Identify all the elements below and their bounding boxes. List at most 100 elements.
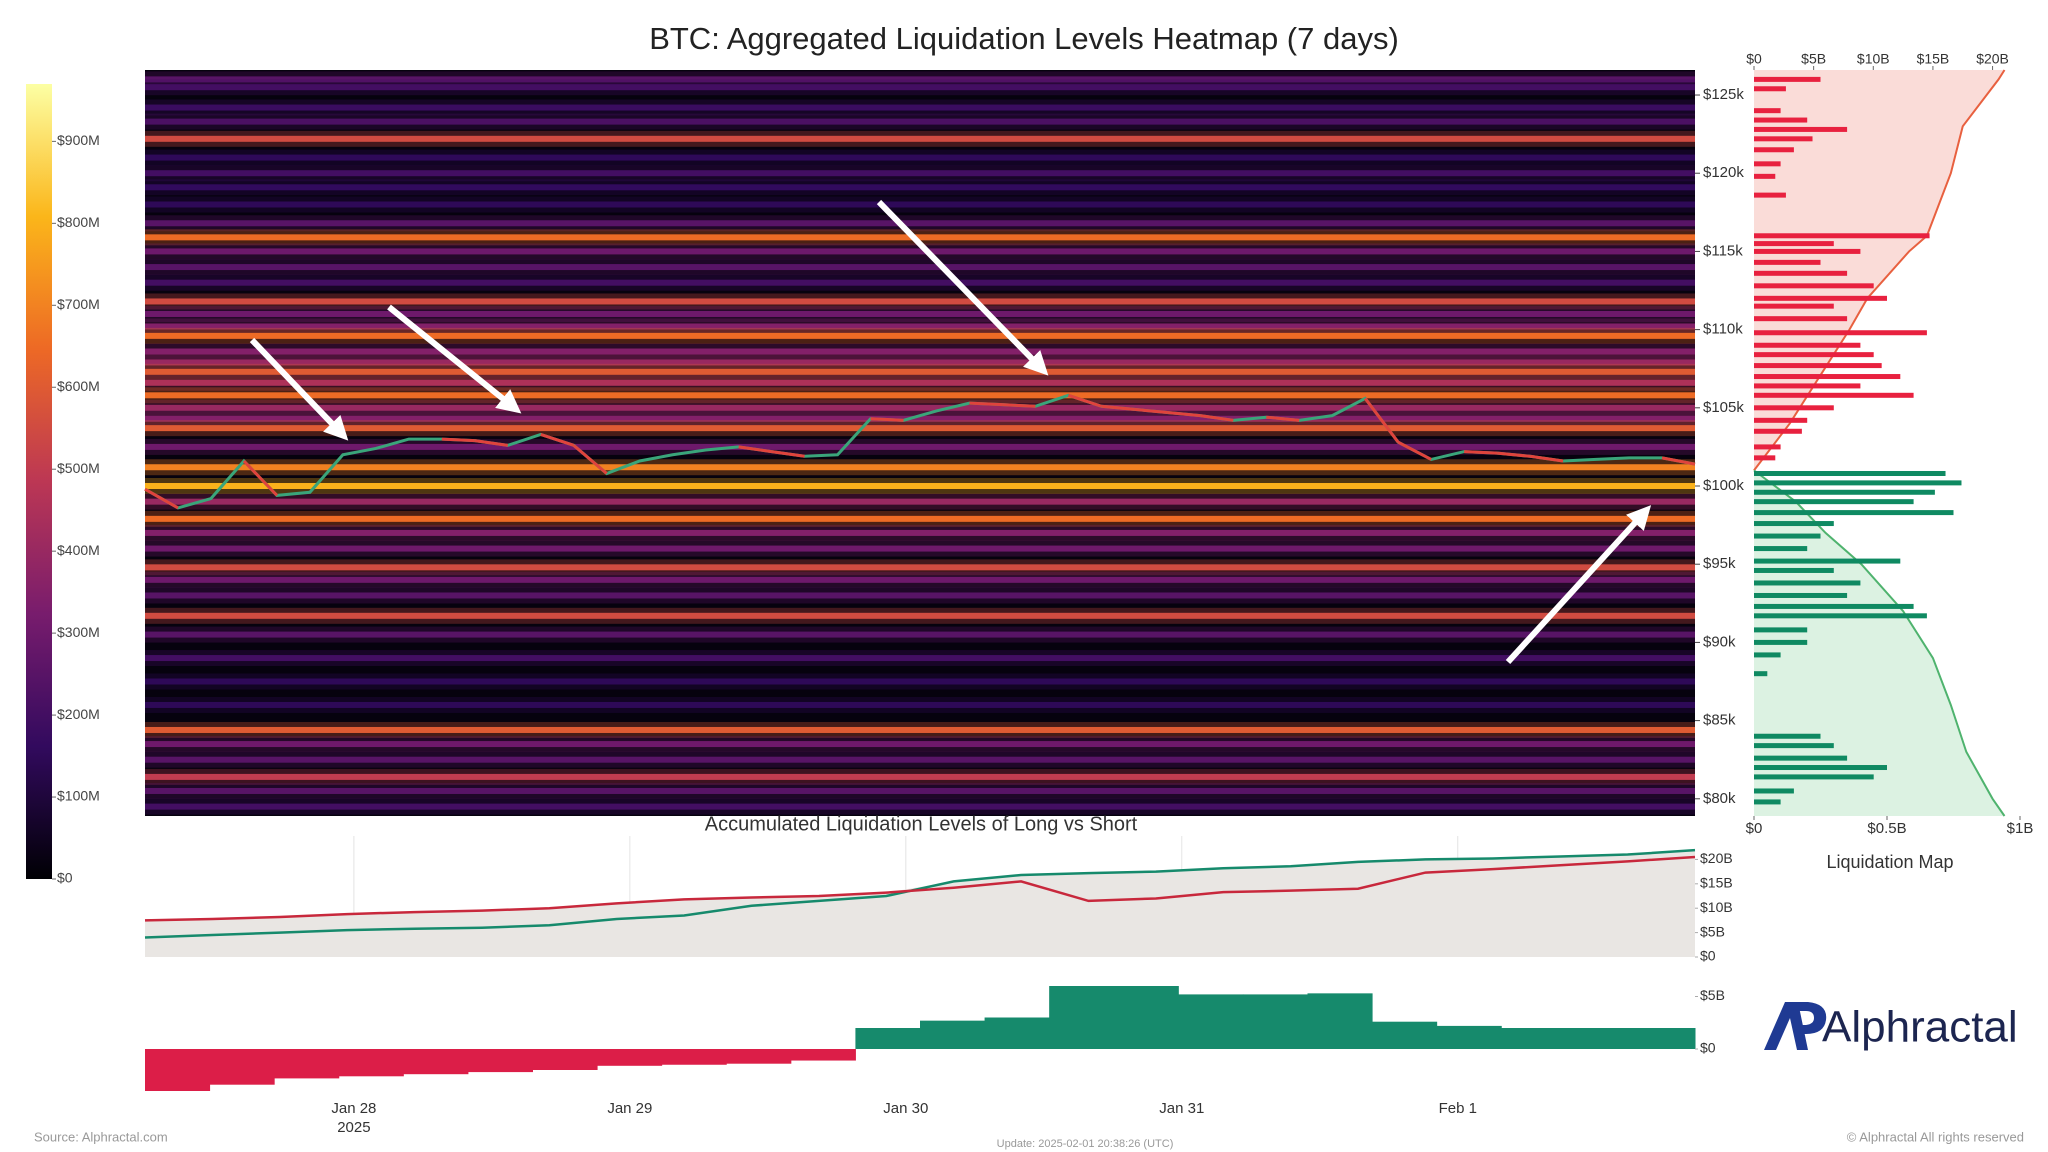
heat-band <box>145 234 1695 241</box>
liquidation-bar <box>1754 192 1786 198</box>
liquidation-bar <box>1754 363 1882 369</box>
accumulated-line <box>144 848 1696 939</box>
liquidation-bar <box>1754 652 1781 658</box>
liquidation-bar <box>1754 755 1848 761</box>
liquidation-bar <box>1754 613 1927 619</box>
heat-band <box>145 773 1695 780</box>
price-down-segment <box>144 487 179 510</box>
x-tick-label: Jan 28 <box>331 1100 376 1117</box>
x-tick-label: Jan 29 <box>607 1100 652 1117</box>
heat-band <box>145 726 1695 733</box>
cumulative-line <box>1753 469 2006 817</box>
y-tick-label: $105k <box>1703 399 1744 416</box>
heat-band <box>145 184 1695 191</box>
y-tick-label: $90k <box>1703 633 1736 650</box>
heat-band <box>145 310 1695 317</box>
y-tick-label: $110k <box>1703 321 1743 338</box>
price-down-segment <box>1397 440 1432 461</box>
x-tick-label: Jan 30 <box>883 1100 928 1117</box>
price-down-segment <box>969 401 1003 407</box>
price-down-segment <box>1134 407 1168 414</box>
heat-band <box>145 529 1695 536</box>
x2-tick-label: $10B <box>1857 51 1890 67</box>
difference-bar <box>338 1049 404 1077</box>
heat-band <box>145 631 1695 638</box>
difference-bar <box>661 1049 727 1065</box>
liquidation-bar <box>1754 248 1861 254</box>
heat-band <box>145 104 1695 111</box>
liquidation-bar <box>1754 283 1874 289</box>
price-down-segment <box>242 459 278 497</box>
y-tick-label: $10B <box>1700 899 1733 915</box>
liquidation-bar <box>1754 233 1930 239</box>
y-tick-label: $0 <box>1700 948 1716 964</box>
liquidation-bar <box>1754 567 1834 573</box>
heat-band <box>145 545 1695 552</box>
liquidation-bar <box>1754 117 1808 123</box>
difference-bar <box>1436 1025 1502 1049</box>
heat-band <box>145 118 1695 125</box>
liquidation-bar <box>1754 303 1834 309</box>
logo: Alphractal <box>1764 1002 2018 1052</box>
colorbar-tick-label: $100M <box>57 788 100 804</box>
liquidation-bar <box>1754 765 1887 771</box>
liquidation-bar <box>1754 671 1768 677</box>
liquidation-bar <box>1754 392 1914 398</box>
logo-text: Alphractal <box>1822 1003 2018 1052</box>
price-down-segment <box>738 445 772 454</box>
arrow <box>387 304 522 414</box>
x2-tick-label: $0 <box>1746 51 1762 67</box>
heat-band <box>145 443 1695 450</box>
liquidation-bar <box>1754 627 1808 633</box>
liquidation-bar <box>1754 558 1901 564</box>
logo-icon <box>1792 1002 1827 1034</box>
difference-bar <box>726 1049 792 1064</box>
arrow <box>876 199 1049 376</box>
price-down-segment <box>1200 414 1234 422</box>
colorbar-tick-label: $400M <box>57 542 100 558</box>
price-down-segment <box>1464 450 1498 455</box>
x-tick-label: $0.5B <box>1867 820 1906 837</box>
liquidation-bar <box>1754 270 1848 276</box>
arrow <box>1505 505 1652 665</box>
heat-band <box>145 170 1695 177</box>
liquidation-bar <box>1754 774 1874 780</box>
arrow <box>249 337 349 441</box>
heat-band <box>145 425 1695 432</box>
price-down-segment <box>870 417 904 422</box>
heat-band <box>145 655 1695 662</box>
difference-bar <box>145 1049 211 1091</box>
colorbar-tick-label: $300M <box>57 624 100 640</box>
difference-bar <box>1630 1028 1696 1049</box>
liquidation-bar <box>1754 603 1914 609</box>
heat-band <box>145 415 1695 422</box>
y-tick-label: $80k <box>1703 790 1736 807</box>
source: Source: Alphractal.com <box>34 1129 168 1144</box>
subchart-title: Accumulated Liquidation Levels of Long v… <box>705 813 1138 835</box>
heat-band <box>145 787 1695 794</box>
difference-bar <box>532 1049 598 1070</box>
liquidation-bar <box>1754 405 1834 411</box>
difference-bar <box>1307 993 1373 1049</box>
heat-band <box>145 201 1695 208</box>
y-tick-label: $0 <box>1700 1040 1716 1056</box>
price-down-segment <box>1529 454 1564 463</box>
colorbar <box>26 84 52 879</box>
y-tick-label: $115k <box>1703 242 1743 259</box>
price-down-segment <box>1266 415 1300 422</box>
heat-band <box>145 154 1695 161</box>
heat-band <box>145 576 1695 583</box>
liquidation-bar <box>1754 161 1781 167</box>
difference-bar <box>1372 1021 1438 1049</box>
colorbar-tick-label: $200M <box>57 706 100 722</box>
x-tick-label: $0 <box>1746 820 1763 837</box>
heat-band <box>145 359 1695 366</box>
heat-band <box>145 592 1695 599</box>
colorbar-tick-label: $800M <box>57 214 100 230</box>
liquidation-bar <box>1754 126 1848 132</box>
heat-band <box>145 701 1695 708</box>
x2-tick-label: $15B <box>1917 51 1950 67</box>
liquidation-bar <box>1754 743 1834 749</box>
price-down-segment <box>1364 397 1400 444</box>
liquidation-bar <box>1754 86 1786 92</box>
